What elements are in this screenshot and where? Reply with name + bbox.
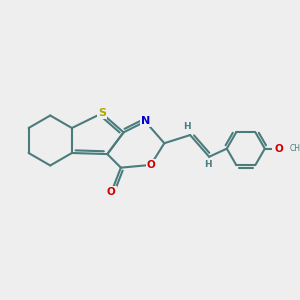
Text: CH₃: CH₃ <box>289 144 300 153</box>
Text: O: O <box>107 187 116 197</box>
Text: H: H <box>183 122 191 131</box>
Text: H: H <box>204 160 212 169</box>
Text: O: O <box>274 144 283 154</box>
Text: N: N <box>141 116 150 127</box>
Text: S: S <box>98 108 106 118</box>
Text: O: O <box>146 160 155 170</box>
